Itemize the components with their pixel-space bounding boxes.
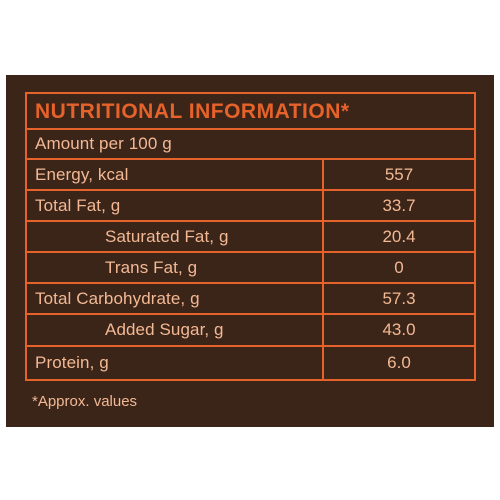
row-label: Energy, kcal	[35, 164, 129, 184]
table-title: NUTRITIONAL INFORMATION*	[35, 100, 350, 123]
row-value: 557	[384, 164, 414, 184]
table-row: Trans Fat, g 0	[27, 251, 474, 282]
row-label: Total Carbohydrate, g	[35, 288, 200, 308]
row-value: 6.0	[387, 353, 411, 372]
row-value: 0	[394, 257, 404, 277]
table-row: Energy, kcal 557	[27, 158, 474, 189]
column-divider	[322, 253, 324, 282]
row-value: 20.4	[382, 226, 416, 246]
row-label: Saturated Fat, g	[105, 226, 229, 246]
row-value: 43.0	[382, 320, 416, 339]
footnote: *Approx. values	[32, 393, 138, 410]
column-divider	[322, 284, 324, 313]
column-divider	[322, 191, 324, 220]
column-divider	[322, 222, 324, 251]
table-row: Added Sugar, g 43.0	[27, 313, 474, 345]
nutrition-panel: NUTRITIONAL INFORMATION* Amount per 100 …	[6, 75, 494, 427]
nutrition-table: NUTRITIONAL INFORMATION* Amount per 100 …	[25, 92, 476, 381]
row-label: Protein, g	[35, 353, 109, 372]
table-row: Protein, g 6.0	[27, 345, 474, 379]
row-label: Total Fat, g	[35, 195, 121, 215]
row-value: 57.3	[382, 288, 416, 308]
row-label: Trans Fat, g	[105, 257, 198, 277]
amount-label: Amount per 100 g	[35, 134, 172, 153]
table-row: Total Fat, g 33.7	[27, 189, 474, 220]
table-row: Total Carbohydrate, g 57.3	[27, 282, 474, 313]
column-divider	[322, 160, 324, 189]
table-row: Saturated Fat, g 20.4	[27, 220, 474, 251]
amount-row: Amount per 100 g	[27, 128, 474, 158]
column-divider	[322, 347, 324, 379]
column-divider	[322, 315, 324, 345]
row-label: Added Sugar, g	[105, 320, 224, 339]
row-value: 33.7	[382, 195, 416, 215]
